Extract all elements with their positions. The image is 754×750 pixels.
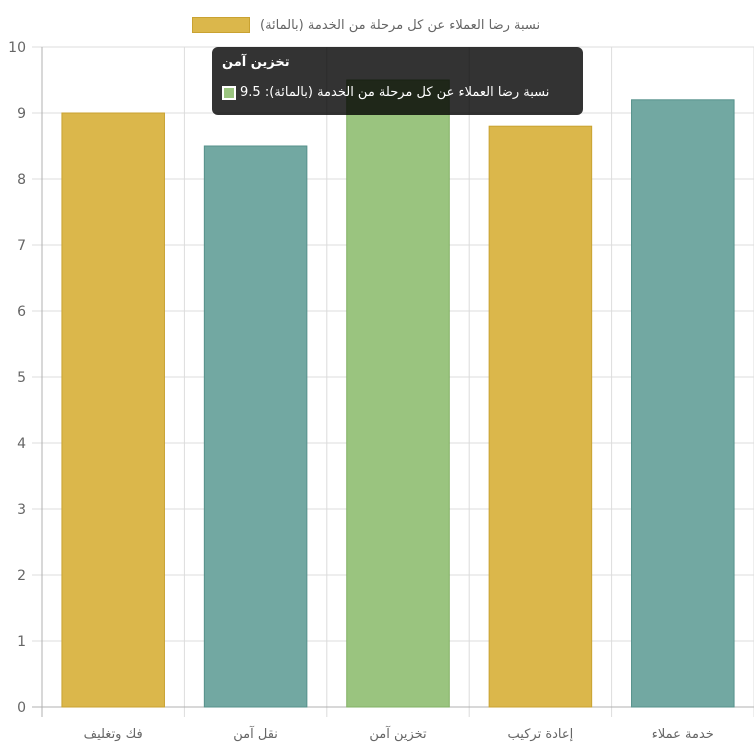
y-tick-label: 2 (17, 568, 26, 584)
x-tick-label: خدمة عملاء (652, 727, 714, 742)
y-tick-label: 9 (17, 106, 26, 122)
x-tick-label: تخزين آمن (369, 725, 427, 742)
y-tick-label: 7 (17, 238, 26, 254)
bar (631, 99, 735, 708)
x-tick-label: نقل آمن (233, 725, 278, 742)
y-tick-label: 10 (8, 40, 26, 56)
y-tick-label: 3 (17, 502, 26, 518)
y-tick-label: 0 (17, 700, 26, 716)
y-tick-label: 5 (17, 370, 26, 386)
legend-label: نسبة رضا العملاء عن كل مرحلة من الخدمة (… (260, 17, 541, 33)
bar (346, 79, 450, 708)
legend[interactable]: نسبة رضا العملاء عن كل مرحلة من الخدمة (… (192, 14, 540, 36)
y-tick-label: 4 (17, 436, 26, 452)
y-tick-label: 1 (17, 634, 26, 650)
bar (203, 145, 308, 708)
tooltip-row: نسبة رضا العملاء عن كل مرحلة من الخدمة (… (222, 85, 549, 100)
bar (488, 125, 593, 708)
bar (61, 112, 165, 708)
x-tick-label: فك وتغليف (84, 727, 143, 742)
tooltip-title: تخزين آمن (222, 55, 290, 70)
y-tick-label: 6 (17, 304, 26, 320)
tooltip-label: نسبة رضا العملاء عن كل مرحلة من الخدمة (… (240, 85, 550, 100)
tooltip-swatch (222, 85, 236, 100)
x-tick-label: إعادة تركيب (508, 727, 574, 742)
y-tick-label: 8 (17, 172, 26, 188)
legend-swatch (192, 17, 250, 33)
tooltip: تخزين آمن نسبة رضا العملاء عن كل مرحلة م… (212, 47, 583, 115)
